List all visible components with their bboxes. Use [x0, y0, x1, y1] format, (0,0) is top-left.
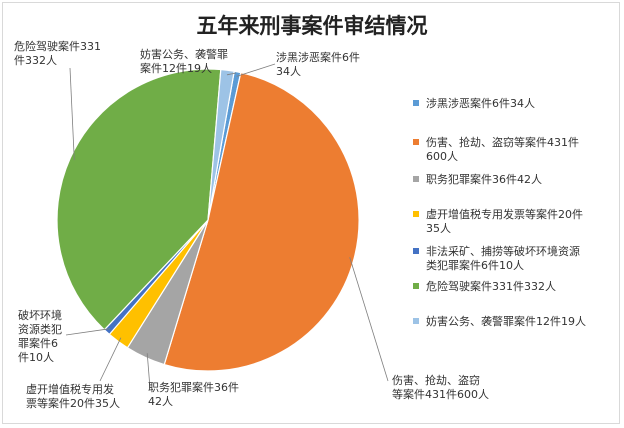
legend-swatch: [413, 283, 419, 289]
legend-label: 非法采矿、捕捞等破坏环境资源类犯罪案件6件10人: [426, 244, 580, 272]
data-label: 职务犯罪案件36件 42人: [148, 380, 239, 408]
legend-entry: 非法采矿、捕捞等破坏环境资源类犯罪案件6件10人: [413, 244, 580, 272]
legend-swatch: [413, 139, 419, 145]
data-label: 虚开增值税专用发票等案件20件35人: [26, 382, 120, 410]
legend-entry: 妨害公务、袭警罪案件12件19人: [413, 314, 586, 328]
legend-entry: 虚开增值税专用发票等案件20件 35人: [413, 207, 583, 235]
leader-line: [146, 353, 151, 389]
leader-line: [226, 72, 237, 76]
legend-label: 妨害公务、袭警罪案件12件19人: [426, 314, 586, 328]
pie-slices: [56, 68, 360, 372]
leader-line: [65, 328, 110, 336]
legend-swatch: [413, 248, 419, 254]
leader-line: [236, 63, 276, 77]
data-label: 危险驾驶案件331 件332人: [14, 39, 101, 67]
legend-label: 职务犯罪案件36件42人: [426, 172, 542, 186]
legend-entry: 伤害、抢劫、盗窃等案件431件 600人: [413, 135, 579, 163]
legend-swatch: [413, 211, 419, 217]
chart-title: 五年来刑事案件审结情况: [197, 14, 428, 38]
data-label: 妨害公务、袭警罪案件12件19人: [140, 47, 228, 75]
legend-label: 虚开增值税专用发票等案件20件 35人: [426, 207, 583, 235]
data-label: 涉黑涉恶案件6件 34人: [276, 50, 360, 78]
legend-entry: 职务犯罪案件36件42人: [413, 172, 542, 186]
legend-label: 危险驾驶案件331件332人: [426, 279, 556, 293]
legend-entry: 危险驾驶案件331件332人: [413, 279, 556, 293]
legend-label: 涉黑涉恶案件6件34人: [426, 96, 535, 110]
pie-slice: [56, 68, 222, 331]
data-label: 破坏环境资源类犯罪案件6 件10人: [18, 308, 62, 364]
legend-swatch: [413, 176, 419, 182]
leader-line: [99, 337, 122, 382]
leader-line: [349, 257, 389, 382]
legend-swatch: [413, 100, 419, 106]
legend-entry: 涉黑涉恶案件6件34人: [413, 96, 535, 110]
leader-line: [69, 67, 75, 161]
legend-label: 伤害、抢劫、盗窃等案件431件 600人: [426, 135, 579, 163]
pie-slice: [163, 71, 360, 372]
legend-swatch: [413, 318, 419, 324]
leader-lines: [65, 63, 389, 389]
pie-slice: [207, 68, 235, 221]
data-label: 伤害、抢劫、盗窃等案件431件600人: [392, 373, 489, 401]
